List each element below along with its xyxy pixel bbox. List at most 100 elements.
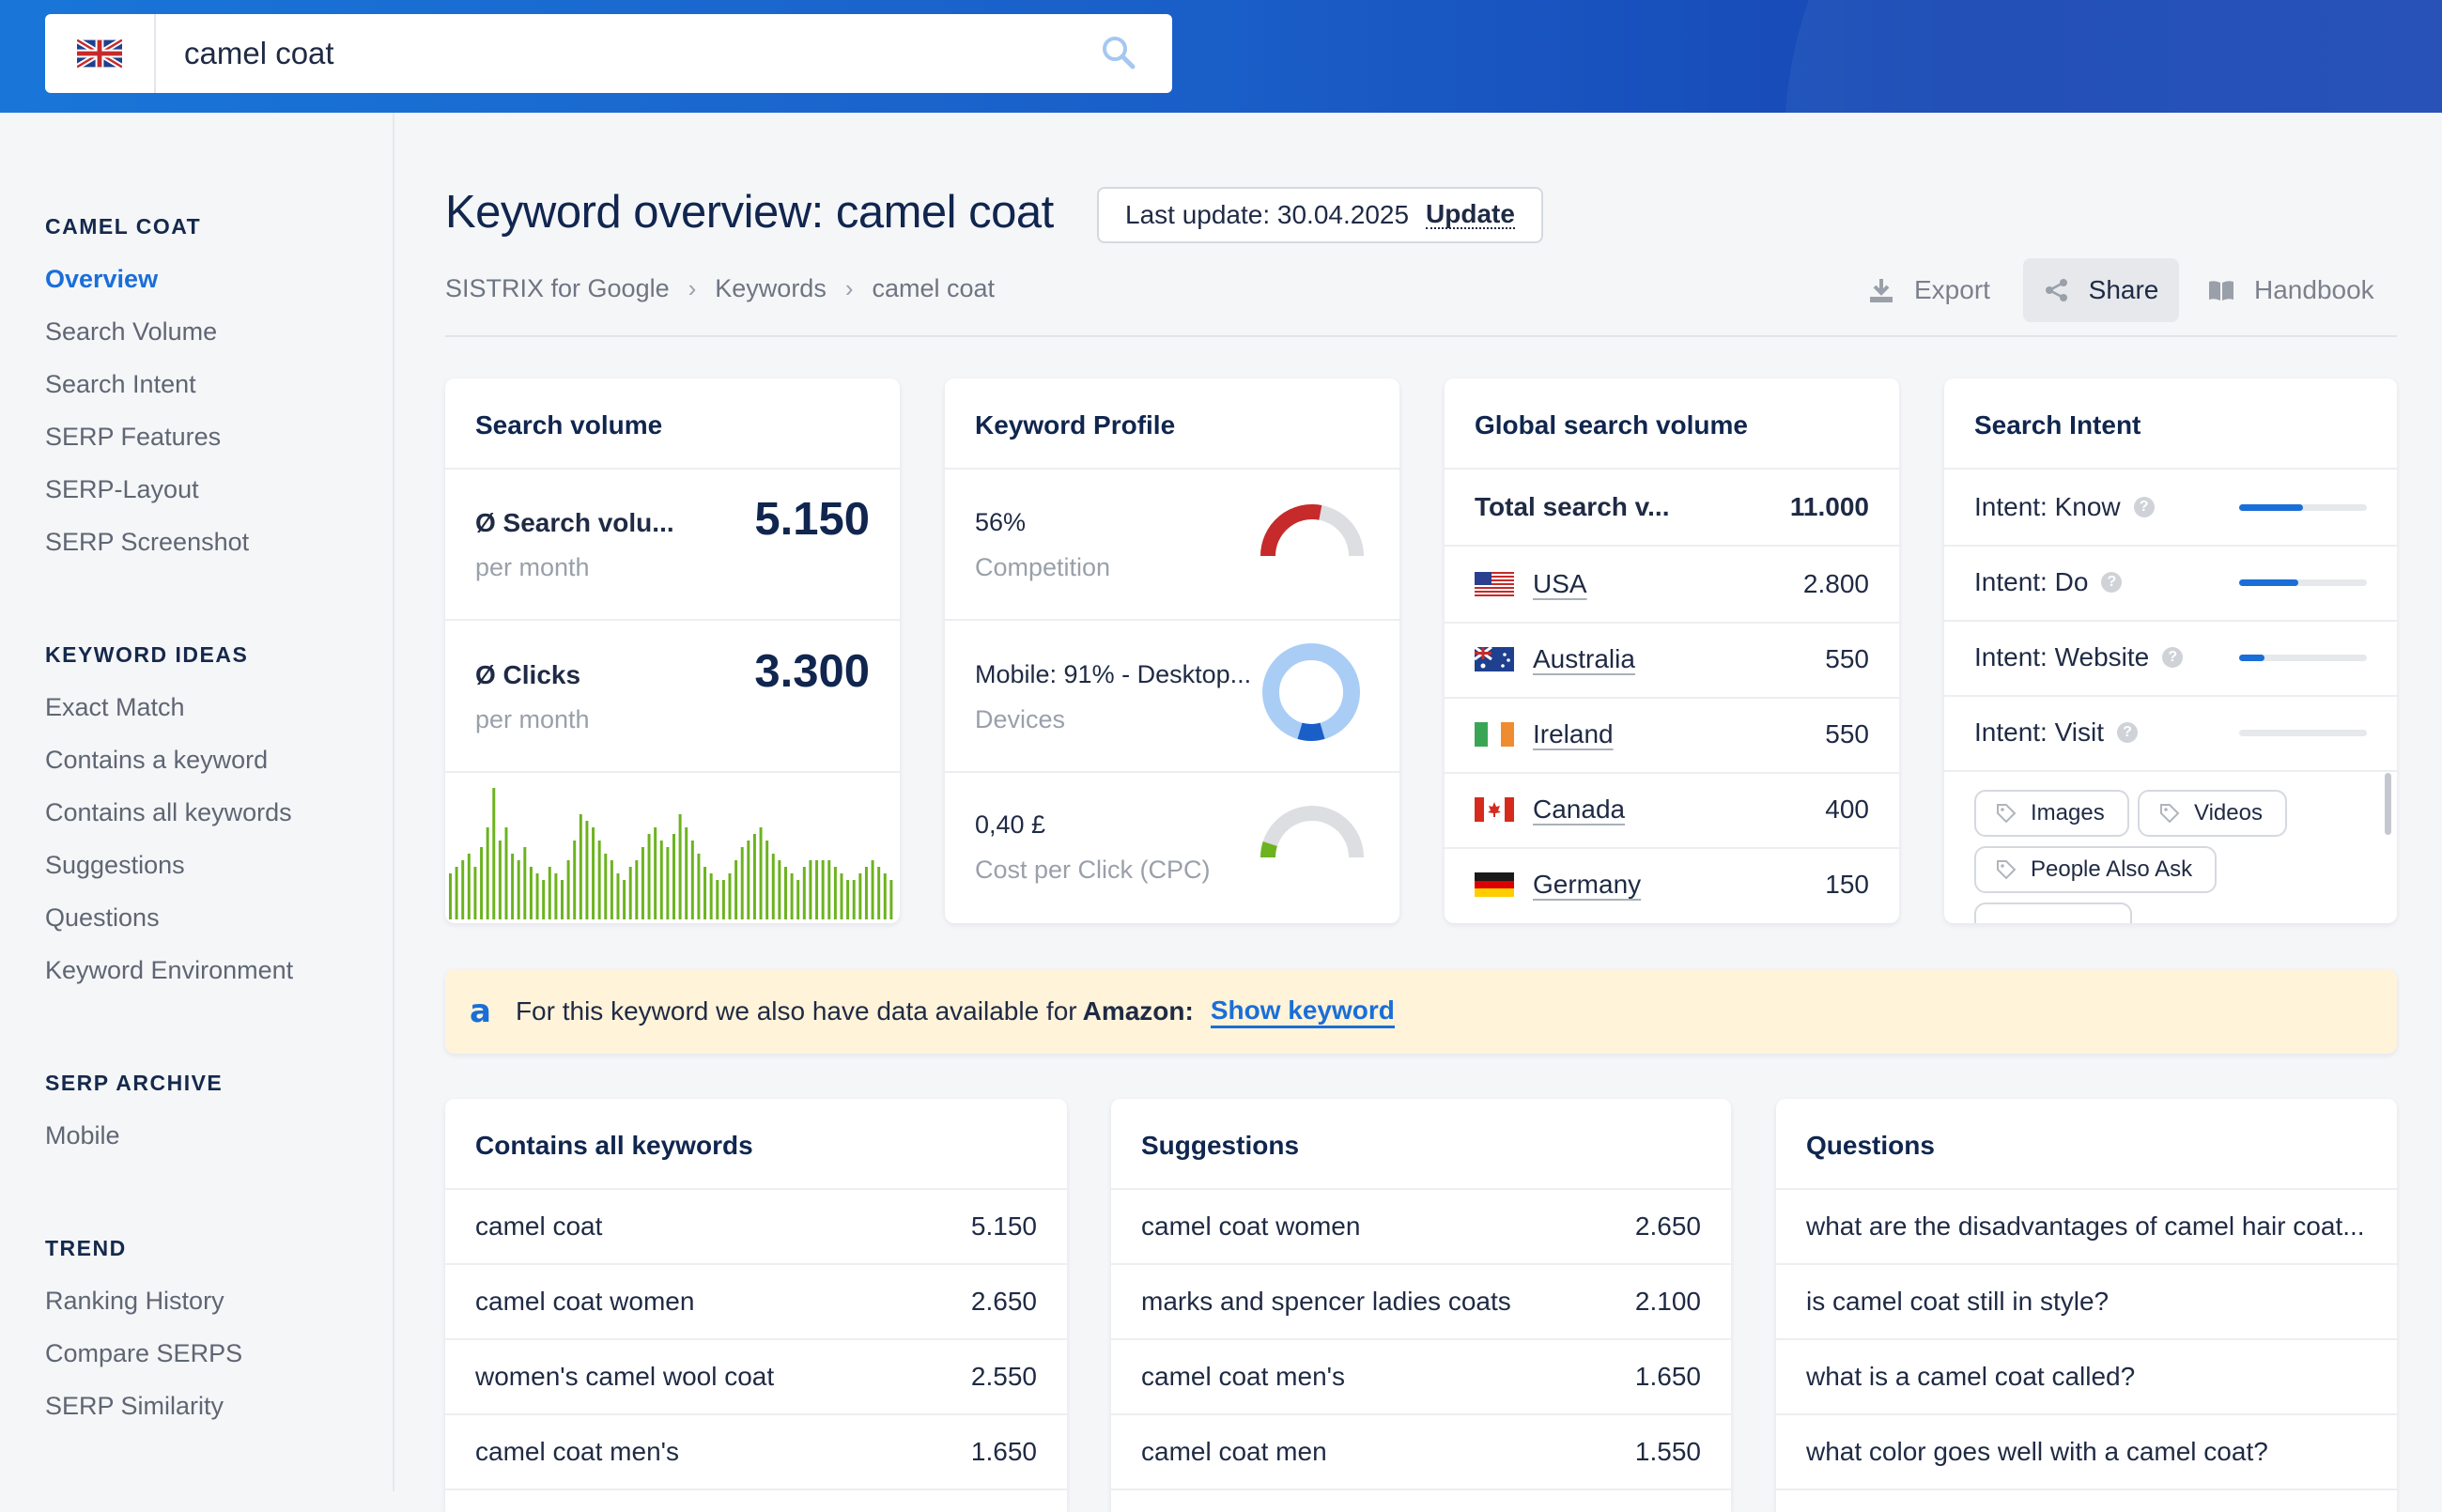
help-icon[interactable]: ? xyxy=(2101,572,2123,593)
trend-bar xyxy=(449,873,452,919)
breadcrumb-item[interactable]: SISTRIX for Google xyxy=(445,274,670,302)
export-button[interactable]: Export xyxy=(1867,258,1990,322)
sidebar-item-serp-screenshot[interactable]: SERP Screenshot xyxy=(45,528,250,556)
keyword-row[interactable]: camel coat men 1.550 xyxy=(1111,1415,1731,1490)
country-row[interactable]: Ireland 550 xyxy=(1445,697,1899,772)
trend-bar xyxy=(635,860,639,919)
keyword-row[interactable]: women's camel wool coat 2.550 xyxy=(445,1340,1067,1415)
question-row[interactable]: is camel coat still in style? xyxy=(1776,1265,2397,1340)
keyword-row[interactable]: marks and spencer ladies coats 2.100 xyxy=(1111,1265,1731,1340)
country-name[interactable]: Ireland xyxy=(1533,719,1614,748)
sidebar-item-questions[interactable]: Questions xyxy=(45,903,160,932)
keyword-row[interactable]: camel coat men's 1.650 xyxy=(1111,1340,1731,1415)
keyword-row[interactable]: camel coat women 2.650 xyxy=(445,1265,1067,1340)
country-name[interactable]: Canada xyxy=(1533,795,1626,824)
trend-bar xyxy=(579,814,582,919)
breadcrumb-item[interactable]: Keywords xyxy=(715,274,827,302)
keyword-row[interactable]: camel coat women 2.650 xyxy=(1111,1190,1731,1265)
tag-label: Images xyxy=(2031,800,2105,825)
intent-bar xyxy=(2239,503,2367,511)
trend-bar xyxy=(790,873,794,919)
total-label: Total search v... xyxy=(1475,492,1670,521)
us-flag-icon xyxy=(1475,572,1514,596)
trend-bar xyxy=(871,860,874,919)
country-name[interactable]: Australia xyxy=(1533,644,1635,673)
sidebar-item-serp-features[interactable]: SERP Features xyxy=(45,423,222,451)
country-selector[interactable] xyxy=(45,14,156,93)
ca-flag-icon xyxy=(1475,797,1514,822)
question-text: what color goes well with a camel coat? xyxy=(1806,1437,2268,1466)
country-row[interactable]: Australia 550 xyxy=(1445,622,1899,697)
search-intent-card: Search Intent Intent: Know ? Intent: Do … xyxy=(1944,378,2397,923)
trend-bar xyxy=(796,880,800,919)
trend-bar xyxy=(678,814,682,919)
trend-bar xyxy=(523,847,527,919)
serp-feature-tag[interactable]: Videos xyxy=(2138,790,2287,837)
country-row[interactable]: Germany 150 xyxy=(1445,847,1899,922)
amazon-icon: a xyxy=(470,993,491,1030)
country-row[interactable]: Canada 400 xyxy=(1445,772,1899,847)
serp-feature-tag-partial[interactable] xyxy=(1974,903,2132,923)
help-icon[interactable]: ? xyxy=(2117,722,2139,743)
country-row[interactable]: USA 2.800 xyxy=(1445,547,1899,622)
trend-bar xyxy=(604,854,608,919)
search-icon[interactable] xyxy=(1101,35,1136,70)
sidebar-section-title: TREND xyxy=(45,1236,127,1260)
keyword-text: camel coat women xyxy=(1141,1211,1361,1241)
serp-feature-tag[interactable]: People Also Ask xyxy=(1974,846,2218,893)
scrollbar-thumb[interactable] xyxy=(2385,773,2391,835)
chevron-right-icon: › xyxy=(844,274,854,302)
sidebar-item-overview[interactable]: Overview xyxy=(45,265,159,293)
sidebar-item-serp-layout[interactable]: SERP-Layout xyxy=(45,475,199,503)
sidebar-item-serp-similarity[interactable]: SERP Similarity xyxy=(45,1392,224,1420)
search-volume-value: 5.150 xyxy=(754,494,870,545)
share-button[interactable]: Share xyxy=(2023,258,2179,322)
divider xyxy=(945,619,1399,621)
country-value: 550 xyxy=(1825,719,1869,748)
question-row[interactable]: what color goes well with a camel coat? xyxy=(1776,1415,2397,1490)
sidebar-item-ranking-history[interactable]: Ranking History xyxy=(45,1287,224,1315)
clicks-value: 3.300 xyxy=(754,646,870,697)
card-title: Questions xyxy=(1806,1131,1935,1160)
intent-label: Intent: Know xyxy=(1974,492,2121,521)
serp-feature-tag[interactable]: Images xyxy=(1974,790,2129,837)
trend-bar xyxy=(771,854,775,919)
country-name[interactable]: Germany xyxy=(1533,870,1642,899)
handbook-button[interactable]: Handbook xyxy=(2207,258,2374,322)
update-button[interactable]: Update xyxy=(1426,199,1515,229)
divider xyxy=(1111,1188,1731,1190)
sidebar-item-contains-a-keyword[interactable]: Contains a keyword xyxy=(45,746,269,774)
search-volume-trend-chart[interactable] xyxy=(445,782,900,923)
trend-bar xyxy=(685,827,688,919)
sidebar-item-exact-match[interactable]: Exact Match xyxy=(45,693,185,721)
trend-bar xyxy=(628,867,632,919)
question-row[interactable]: what are the disadvantages of camel hair… xyxy=(1776,1190,2397,1265)
sidebar-item-search-volume[interactable]: Search Volume xyxy=(45,317,218,346)
card-title: Search volume xyxy=(475,410,663,440)
trend-bar xyxy=(666,847,670,919)
sidebar-item-search-intent[interactable]: Search Intent xyxy=(45,370,196,398)
help-icon[interactable]: ? xyxy=(2133,497,2155,517)
question-row[interactable]: what is a camel coat called? xyxy=(1776,1340,2397,1415)
sidebar-item-suggestions[interactable]: Suggestions xyxy=(45,851,185,879)
sidebar-item-contains-all-keywords[interactable]: Contains all keywords xyxy=(45,798,292,826)
contains-all-keywords-card: Contains all keywords camel coat 5.150 ca… xyxy=(445,1099,1067,1512)
sidebar-item-mobile[interactable]: Mobile xyxy=(45,1121,120,1149)
show-keyword-link[interactable]: Show keyword xyxy=(1210,995,1395,1028)
keyword-volume: 2.650 xyxy=(1634,1211,1701,1241)
sidebar-item-keyword-environment[interactable]: Keyword Environment xyxy=(45,956,294,984)
help-icon[interactable]: ? xyxy=(2162,647,2184,668)
intent-label: Intent: Visit xyxy=(1974,717,2105,747)
search-input[interactable] xyxy=(184,36,1029,71)
tag-label: Videos xyxy=(2194,800,2263,825)
keyword-row[interactable]: camel coat men's 1.650 xyxy=(445,1415,1067,1490)
sidebar-item-compare-serps[interactable]: Compare SERPS xyxy=(45,1339,243,1367)
keyword-row[interactable]: camel coat 5.150 xyxy=(445,1190,1067,1265)
trend-bar xyxy=(623,880,626,919)
trend-bar xyxy=(697,854,701,919)
country-name[interactable]: USA xyxy=(1533,569,1587,598)
top-bar xyxy=(0,0,2442,113)
keyword-volume: 2.650 xyxy=(970,1287,1037,1316)
total-value: 11.000 xyxy=(1789,492,1869,521)
export-label: Export xyxy=(1914,275,1990,304)
